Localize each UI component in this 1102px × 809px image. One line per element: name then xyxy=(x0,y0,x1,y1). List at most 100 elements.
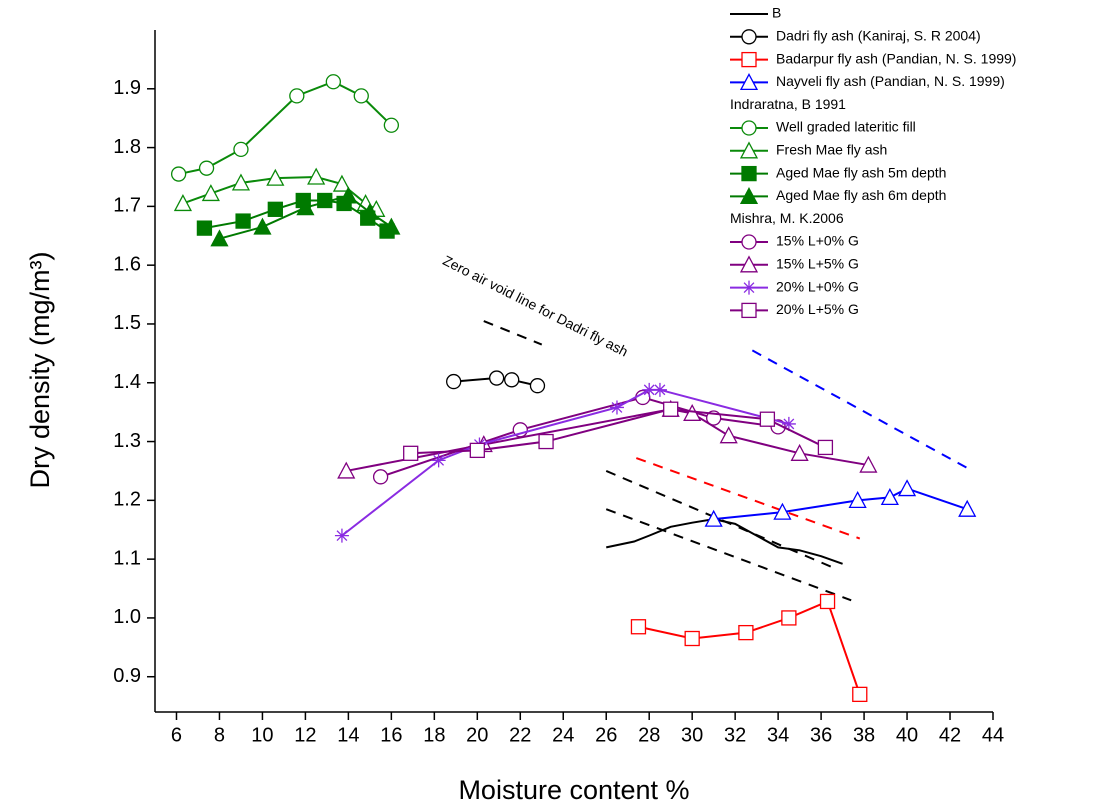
x-tick-label: 32 xyxy=(724,724,746,746)
marker xyxy=(739,255,759,273)
marker xyxy=(334,528,349,543)
marker xyxy=(741,234,757,250)
marker xyxy=(383,117,400,133)
marker xyxy=(253,217,272,235)
marker xyxy=(663,401,679,417)
legend-label: Nayveli fly ash (Pandian, N. S. 1999) xyxy=(776,73,1005,89)
y-tick-label: 1.6 xyxy=(113,253,141,275)
marker xyxy=(741,51,757,68)
marker xyxy=(332,174,352,192)
marker xyxy=(538,433,554,450)
marker xyxy=(325,74,341,90)
x-tick-label: 14 xyxy=(337,724,359,746)
marker xyxy=(852,686,868,703)
x-tick-label: 42 xyxy=(939,724,961,746)
marker xyxy=(738,624,754,641)
marker xyxy=(353,88,369,104)
legend: B Dadri fly ash (Kaniraj, S. R 2004) Badar… xyxy=(730,5,1016,319)
marker xyxy=(790,443,809,461)
marker xyxy=(198,160,215,176)
legend-label: 15% L+5% G xyxy=(776,256,859,272)
marker xyxy=(741,165,757,182)
x-tick-label: 30 xyxy=(681,724,703,746)
annotation: Zero air void line for Dadri fly ash xyxy=(440,252,630,360)
series-line xyxy=(182,175,377,211)
marker xyxy=(431,453,446,468)
y-tick-label: 1.3 xyxy=(113,430,141,452)
marker xyxy=(235,213,251,229)
marker xyxy=(642,382,657,397)
marker xyxy=(504,372,520,388)
series-line xyxy=(380,396,779,478)
marker xyxy=(382,217,401,235)
x-tick-label: 10 xyxy=(251,724,273,746)
x-tick-label: 34 xyxy=(767,724,789,746)
x-tick-label: 12 xyxy=(294,724,316,746)
dashed-line xyxy=(483,320,543,346)
marker xyxy=(360,202,379,220)
marker xyxy=(630,619,647,635)
marker xyxy=(739,141,759,159)
marker xyxy=(201,184,220,202)
marker xyxy=(289,88,305,104)
marker xyxy=(372,469,389,485)
legend-label: 20% L+5% G xyxy=(776,301,859,317)
marker xyxy=(958,499,977,517)
x-tick-label: 8 xyxy=(214,724,225,746)
x-tick-label: 40 xyxy=(896,724,918,746)
x-tick-label: 20 xyxy=(466,724,488,746)
marker xyxy=(739,187,759,205)
marker xyxy=(307,167,326,185)
series-line xyxy=(638,600,861,695)
y-tick-label: 1.2 xyxy=(113,489,141,511)
marker xyxy=(266,168,285,186)
dashed-line xyxy=(605,470,835,569)
legend-label: Fresh Mae fly ash xyxy=(776,142,887,158)
legend-label: Badarpur fly ash (Pandian, N. S. 1999) xyxy=(776,50,1016,66)
series-line xyxy=(606,518,843,565)
legend-label: Aged Mae fly ash 5m depth xyxy=(776,164,946,180)
x-tick-label: 28 xyxy=(638,724,660,746)
x-axis-title: Moisture content % xyxy=(458,775,689,805)
x-tick-label: 18 xyxy=(423,724,445,746)
marker xyxy=(196,220,213,236)
marker xyxy=(848,490,867,508)
y-tick-label: 1.9 xyxy=(113,77,141,99)
x-tick-label: 22 xyxy=(509,724,531,746)
marker xyxy=(488,370,505,386)
legend-label: 20% L+0% G xyxy=(776,278,859,294)
x-tick-label: 38 xyxy=(853,724,875,746)
marker xyxy=(684,630,700,647)
legend-label: Aged Mae fly ash 6m depth xyxy=(776,187,946,203)
marker xyxy=(210,229,229,247)
y-tick-label: 1.8 xyxy=(113,136,141,158)
marker xyxy=(773,502,792,520)
marker xyxy=(897,479,917,497)
marker xyxy=(859,455,878,473)
marker xyxy=(469,442,485,459)
marker xyxy=(231,173,251,191)
marker xyxy=(817,439,834,456)
dashed-line xyxy=(605,508,852,602)
marker xyxy=(741,302,757,319)
marker xyxy=(741,29,757,45)
legend-group-title: Mishra, M. K.2006 xyxy=(730,210,844,226)
legend-label: Dadri fly ash (Kaniraj, S. R 2004) xyxy=(776,28,981,44)
y-tick-label: 1.1 xyxy=(113,547,141,569)
marker xyxy=(403,445,419,461)
x-tick-label: 6 xyxy=(171,724,182,746)
marker xyxy=(337,461,356,479)
marker xyxy=(446,373,462,390)
marker xyxy=(719,426,738,444)
y-axis-title: Dry density (mg/m³) xyxy=(25,251,55,488)
marker xyxy=(296,198,315,216)
series-line xyxy=(341,388,790,537)
legend-label: Well graded lateritic fill xyxy=(776,119,916,135)
x-tick-label: 36 xyxy=(810,724,832,746)
marker xyxy=(609,400,624,415)
series-line xyxy=(410,408,826,455)
marker xyxy=(759,411,776,427)
y-tick-label: 0.9 xyxy=(113,665,141,687)
marker xyxy=(819,593,836,610)
